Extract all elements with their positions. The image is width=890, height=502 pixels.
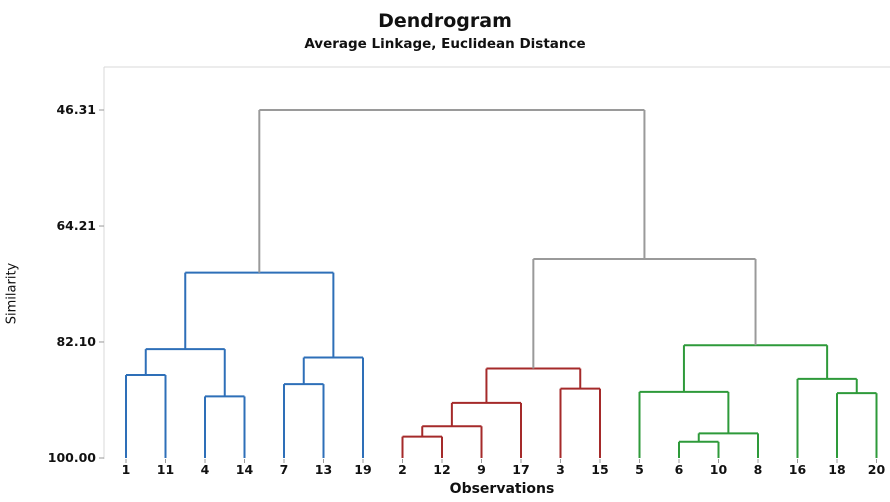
x-tick-label: 16 xyxy=(789,462,807,477)
y-tick-label: 64.21 xyxy=(56,218,96,233)
x-tick-label: 9 xyxy=(477,462,486,477)
x-tick-label: 17 xyxy=(512,462,529,477)
x-tick-label: 3 xyxy=(556,462,565,477)
chart-title: Dendrogram xyxy=(378,10,512,32)
y-tick-label: 100.00 xyxy=(48,450,97,465)
x-tick-label: 6 xyxy=(675,462,684,477)
x-tick-label: 18 xyxy=(828,462,845,477)
chart-subtitle: Average Linkage, Euclidean Distance xyxy=(304,36,586,52)
x-tick-label: 20 xyxy=(868,462,886,477)
x-tick-label: 13 xyxy=(315,462,332,477)
y-tick-label: 46.31 xyxy=(56,102,96,117)
x-tick-label: 19 xyxy=(354,462,371,477)
x-tick-label: 14 xyxy=(236,462,254,477)
x-tick-label: 11 xyxy=(157,462,174,477)
x-tick-label: 2 xyxy=(398,462,407,477)
x-tick-label: 4 xyxy=(201,462,210,477)
x-tick-label: 15 xyxy=(591,462,608,477)
x-tick-label: 5 xyxy=(635,462,644,477)
x-tick-label: 10 xyxy=(710,462,728,477)
x-tick-label: 1 xyxy=(122,462,131,477)
x-axis-label: Observations xyxy=(449,481,555,497)
plot-frame xyxy=(103,66,890,459)
x-tick-label: 8 xyxy=(754,462,763,477)
y-tick-label: 82.10 xyxy=(56,334,96,349)
x-tick-label: 7 xyxy=(280,462,289,477)
x-tick-label: 12 xyxy=(433,462,450,477)
